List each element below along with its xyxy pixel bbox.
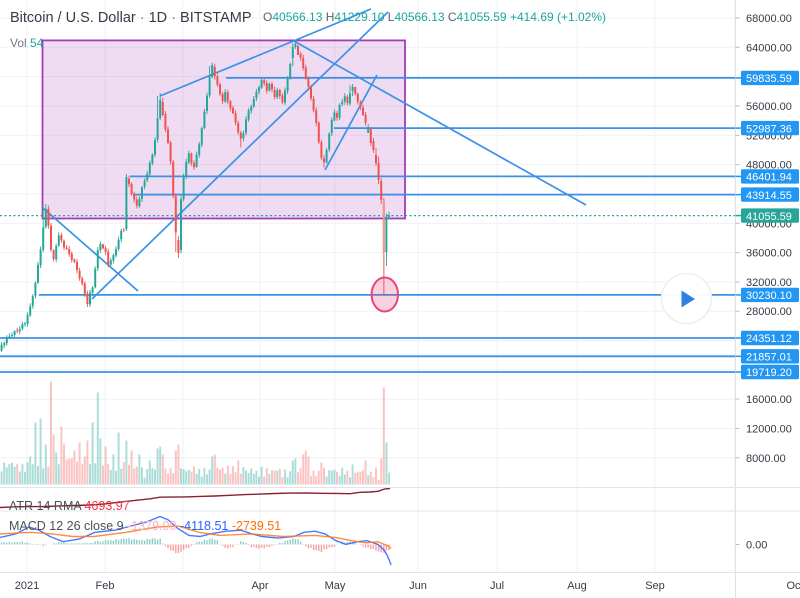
svg-text:48000.00: 48000.00 bbox=[746, 160, 792, 172]
svg-text:56000.00: 56000.00 bbox=[746, 101, 792, 113]
svg-text:ATR 14 RMA 4693.97: ATR 14 RMA 4693.97 bbox=[9, 499, 130, 513]
svg-text:12000.00: 12000.00 bbox=[746, 423, 792, 435]
svg-text:19719.20: 19719.20 bbox=[746, 367, 792, 379]
svg-text:46401.94: 46401.94 bbox=[746, 172, 792, 184]
svg-text:21857.01: 21857.01 bbox=[746, 352, 792, 364]
svg-text:Oct: Oct bbox=[786, 580, 800, 592]
svg-text:41055.59: 41055.59 bbox=[746, 211, 792, 223]
svg-text:36000.00: 36000.00 bbox=[746, 248, 792, 260]
svg-text:Vol 54: Vol 54 bbox=[10, 36, 44, 50]
svg-text:52987.36: 52987.36 bbox=[746, 123, 792, 135]
svg-text:Apr: Apr bbox=[251, 580, 268, 592]
svg-text:Feb: Feb bbox=[96, 580, 115, 592]
svg-text:Jun: Jun bbox=[409, 580, 427, 592]
svg-text:64000.00: 64000.00 bbox=[746, 42, 792, 54]
svg-text:32000.00: 32000.00 bbox=[746, 277, 792, 289]
svg-text:Bitcoin / U.S. Dollar · 1D · B: Bitcoin / U.S. Dollar · 1D · BITSTAMP bbox=[10, 10, 252, 26]
svg-text:43914.55: 43914.55 bbox=[746, 190, 792, 202]
svg-text:24351.12: 24351.12 bbox=[746, 333, 792, 345]
svg-text:Sep: Sep bbox=[645, 580, 665, 592]
svg-text:2021: 2021 bbox=[15, 580, 39, 592]
svg-text:0.00: 0.00 bbox=[746, 540, 767, 552]
svg-text:30230.10: 30230.10 bbox=[746, 290, 792, 302]
svg-text:8000.00: 8000.00 bbox=[746, 453, 786, 465]
svg-text:59835.59: 59835.59 bbox=[746, 73, 792, 85]
svg-text:28000.00: 28000.00 bbox=[746, 306, 792, 318]
svg-text:May: May bbox=[325, 580, 346, 592]
svg-text:O40566.13 H41229.10 L40566.1: O40566.13 H41229.10 L40566.13 C41055.59 … bbox=[263, 10, 606, 24]
svg-text:Aug: Aug bbox=[567, 580, 587, 592]
svg-text:Jul: Jul bbox=[490, 580, 504, 592]
svg-text:MACD 12 26 close 9 -1379.00 -4: MACD 12 26 close 9 -1379.00 -4118.51 -27… bbox=[9, 519, 281, 533]
svg-text:68000.00: 68000.00 bbox=[746, 13, 792, 25]
svg-text:16000.00: 16000.00 bbox=[746, 394, 792, 406]
